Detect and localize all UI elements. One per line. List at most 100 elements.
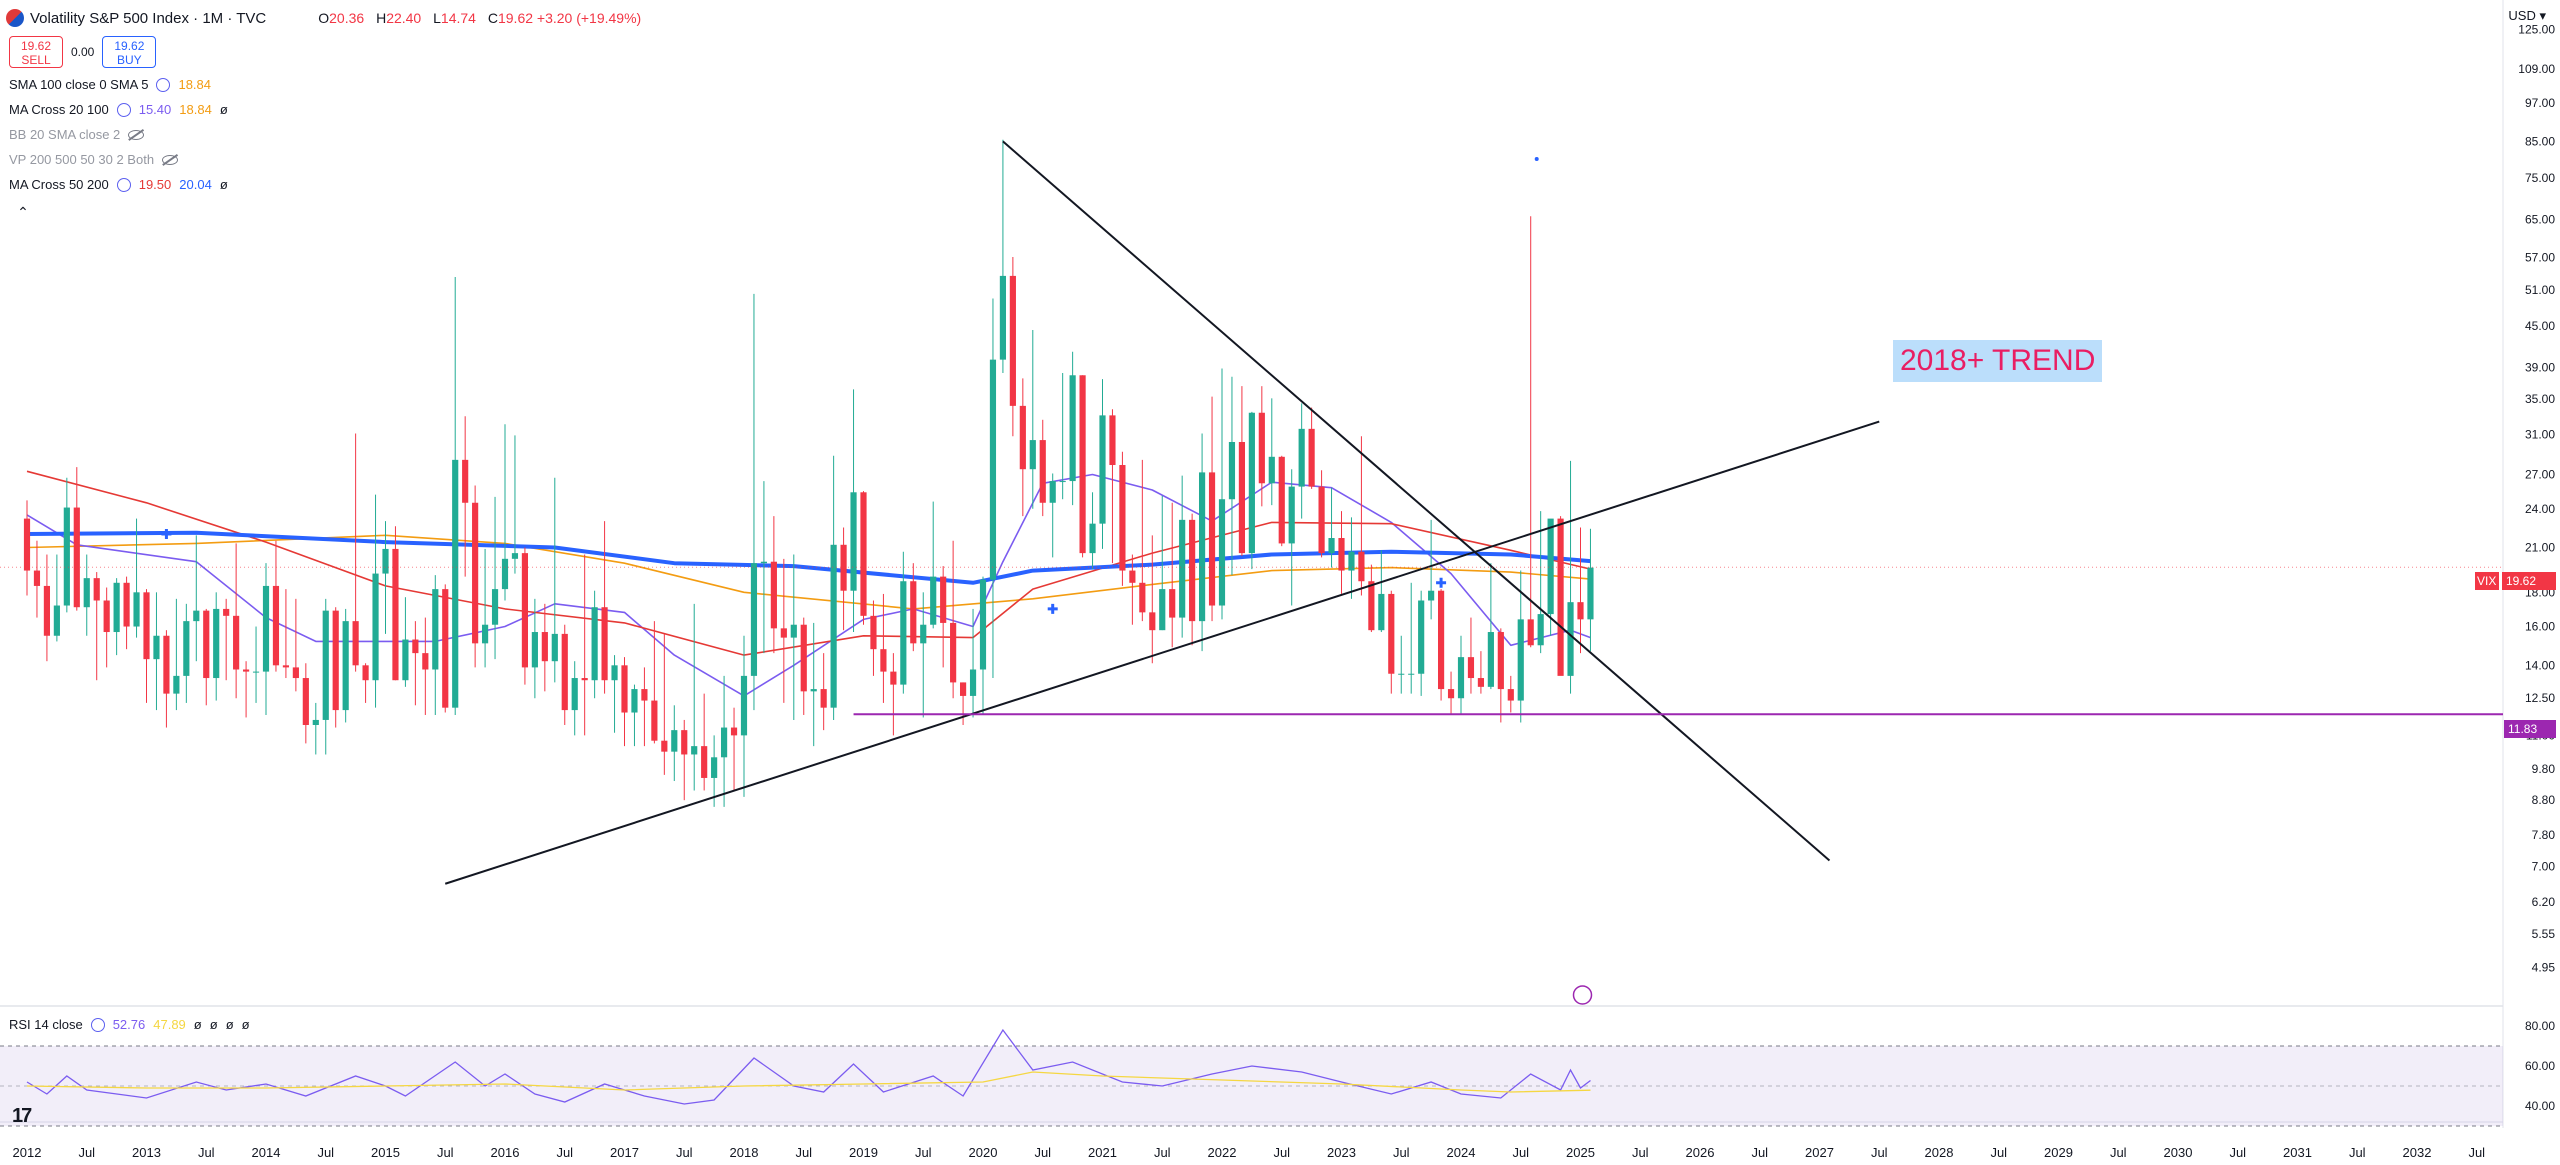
price-axis-tick-label: 14.00 [2525, 658, 2555, 672]
candle-body [1228, 442, 1236, 500]
time-axis-tick-label: 2026 [1686, 1145, 1715, 1160]
candle-body [890, 671, 897, 685]
candle-body [1298, 428, 1305, 487]
price-axis-tick-label: 6.20 [2532, 895, 2556, 909]
time-axis-tick-label: 2015 [371, 1145, 400, 1160]
legend-rsi[interactable]: RSI 14 close 52.76 47.89 ø ø ø ø [9, 1017, 250, 1032]
time-axis-tick-label: 2029 [2044, 1145, 2073, 1160]
candle-body [631, 689, 638, 713]
candle-body [272, 585, 280, 666]
symbol-header[interactable]: Volatility S&P 500 Index · 1M · TVC O20.… [6, 6, 649, 30]
time-axis-tick-label: Jul [915, 1145, 932, 1160]
candle-body [1587, 567, 1594, 620]
candle-body [1129, 570, 1136, 583]
candle-body [661, 740, 668, 752]
price-axis-tick-label: 75.00 [2525, 171, 2555, 185]
ma-line-ma-20 [26, 473, 1591, 697]
candle-body [820, 689, 827, 708]
time-axis-tick-label: Jul [1034, 1145, 1051, 1160]
price-axis-tick-label: 16.00 [2525, 620, 2555, 634]
time-axis-tick-label: Jul [1871, 1145, 1888, 1160]
candle-body [681, 730, 688, 755]
price-axis-tick-label: 9.80 [2532, 762, 2556, 776]
settings-icon[interactable] [156, 77, 171, 92]
time-axis-tick-label: Jul [1632, 1145, 1649, 1160]
candle-body [252, 671, 260, 673]
candle-body [392, 548, 399, 681]
legend-sma100[interactable]: SMA 100 close 0 SMA 5 18.84 [9, 77, 212, 92]
price-axis-tick-label: 35.00 [2525, 392, 2555, 406]
candle-body [382, 548, 389, 574]
candle-body [1388, 593, 1395, 674]
vix-price-tag: 19.62 [2502, 572, 2556, 590]
candle-body [1238, 442, 1246, 554]
candle-body [1288, 486, 1295, 544]
settings-icon[interactable] [116, 102, 131, 117]
candle-body [1497, 632, 1504, 690]
legend-ma-cross-50-200[interactable]: MA Cross 50 200 19.50 20.04 ø [9, 177, 228, 192]
candle-body [1268, 456, 1275, 484]
candle-body [760, 561, 768, 564]
time-axis-tick-label: Jul [2110, 1145, 2127, 1160]
currency-selector[interactable]: USD ▾ [2508, 8, 2546, 23]
legend-vp[interactable]: VP 200 500 50 30 2 Both [9, 152, 179, 167]
candle-body [521, 553, 529, 668]
time-axis-tick-label: 2025 [1566, 1145, 1595, 1160]
settings-icon[interactable] [116, 177, 131, 192]
candle-body [1079, 375, 1086, 554]
candle-body [1159, 589, 1166, 631]
settings-icon[interactable] [90, 1017, 105, 1032]
time-axis-tick-label: 2028 [1925, 1145, 1954, 1160]
candle-body [442, 589, 449, 708]
candle-body [233, 615, 240, 670]
candle-body [621, 665, 628, 713]
candle-body [173, 675, 180, 694]
candle-body [1169, 589, 1176, 618]
candle-body [920, 624, 927, 644]
time-axis-tick-label: Jul [2468, 1145, 2485, 1160]
price-axis-tick-label: 125.00 [2518, 22, 2555, 36]
candle-body [1507, 689, 1514, 701]
candle-body [213, 608, 220, 679]
time-axis-tick-label: 2019 [849, 1145, 878, 1160]
symbol-logo-icon [6, 9, 24, 27]
candle-body [1398, 673, 1405, 675]
candle-body [959, 682, 967, 696]
candle-body [481, 624, 489, 644]
ma-cross-marker [161, 529, 172, 540]
candle-body [1009, 275, 1016, 406]
candle-body [1149, 612, 1156, 631]
candle-body [1567, 602, 1574, 676]
candle-body [123, 582, 130, 627]
candle-body [1487, 632, 1494, 687]
candle-body [940, 576, 947, 623]
hidden-eye-icon[interactable] [162, 154, 179, 165]
collapse-legend-chevron-up-icon[interactable]: ⌃ [17, 204, 29, 220]
symbol-title[interactable]: Volatility S&P 500 Index · 1M · TVC [30, 9, 267, 27]
hidden-eye-icon[interactable] [128, 129, 145, 140]
candle-body [23, 518, 31, 571]
candle-body [850, 492, 857, 591]
time-axis-tick-label: Jul [437, 1145, 454, 1160]
sell-button[interactable]: 19.62 SELL [9, 36, 63, 68]
candle-body [342, 621, 349, 711]
price-axis-tick-label: 7.80 [2532, 828, 2556, 842]
legend-bb[interactable]: BB 20 SMA close 2 [9, 127, 145, 142]
candle-body [551, 633, 558, 662]
time-axis-tick-label: Jul [1273, 1145, 1290, 1160]
time-axis-tick-label: Jul [1154, 1145, 1171, 1160]
buy-button[interactable]: 19.62 BUY [102, 36, 157, 68]
time-axis-tick-label: 2020 [969, 1145, 998, 1160]
candle-body [163, 635, 170, 694]
candle-body [203, 610, 210, 679]
time-axis-tick-label: 2017 [610, 1145, 639, 1160]
ma-cross-marker [1047, 603, 1058, 614]
time-axis-tick-label: Jul [198, 1145, 215, 1160]
legend-ma-cross-20-100[interactable]: MA Cross 20 100 15.40 18.84 ø [9, 102, 228, 117]
time-axis-tick-label: Jul [2349, 1145, 2366, 1160]
candle-body [651, 700, 658, 741]
trend-annotation-label[interactable]: 2018+ TREND [1893, 340, 2103, 382]
sell-label: SELL [21, 53, 51, 67]
price-axis-tick-label: 57.00 [2525, 250, 2555, 264]
